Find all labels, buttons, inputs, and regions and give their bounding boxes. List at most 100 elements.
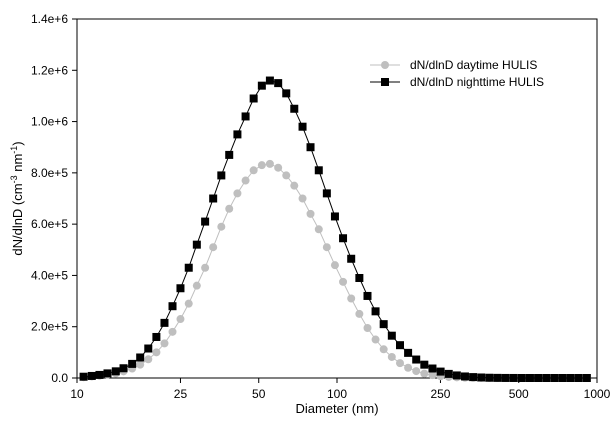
data-point xyxy=(249,166,258,175)
data-point xyxy=(582,374,591,382)
data-point xyxy=(233,189,242,198)
x-tick-label: 50 xyxy=(252,387,266,401)
x-axis: 10 25 50 100 250 500 1000 xyxy=(70,378,611,401)
x-tick-label: 25 xyxy=(174,387,188,401)
data-point xyxy=(379,345,388,354)
x-tick-label: 1000 xyxy=(584,387,611,401)
y-tick-label: 8.0e+5 xyxy=(31,166,68,180)
data-point xyxy=(298,194,307,203)
data-point xyxy=(347,254,356,263)
legend-marker xyxy=(381,78,389,86)
x-tick-label: 250 xyxy=(430,387,450,401)
data-point xyxy=(460,372,469,381)
data-point xyxy=(192,281,201,290)
data-point xyxy=(420,360,429,369)
data-point xyxy=(550,374,559,382)
data-point xyxy=(436,367,445,376)
data-point xyxy=(525,374,534,382)
data-point xyxy=(265,76,274,85)
data-point xyxy=(355,309,364,318)
legend: dN/dlnD daytime HULIS dN/dlnD nighttime H… xyxy=(370,58,544,89)
data-point xyxy=(404,348,413,357)
data-point xyxy=(192,240,201,249)
data-point xyxy=(111,367,120,376)
data-point xyxy=(136,353,145,362)
data-point xyxy=(566,374,575,382)
data-point xyxy=(477,373,486,382)
legend-marker xyxy=(381,61,389,69)
data-point xyxy=(184,263,193,272)
data-point xyxy=(144,355,153,364)
data-point xyxy=(201,263,210,272)
y-axis-title-mid: nm xyxy=(10,154,25,176)
data-point xyxy=(371,335,380,344)
data-point xyxy=(217,171,226,180)
data-point xyxy=(241,176,250,185)
data-point xyxy=(534,374,543,382)
data-point xyxy=(306,209,315,218)
data-point xyxy=(517,374,526,382)
data-point xyxy=(152,332,161,341)
data-point xyxy=(306,143,315,152)
data-point xyxy=(95,370,104,379)
y-axis-title-sup1: -3 xyxy=(9,175,19,183)
data-point xyxy=(79,372,88,381)
data-point xyxy=(176,284,185,293)
series-layer xyxy=(79,76,591,382)
data-point xyxy=(363,291,372,300)
data-point xyxy=(201,217,210,226)
data-point xyxy=(209,243,218,252)
data-point xyxy=(501,373,510,382)
y-axis-title-base: dN/dlnD (cm xyxy=(10,183,25,255)
data-point xyxy=(184,299,193,308)
data-point xyxy=(452,371,461,380)
data-point xyxy=(379,320,388,329)
data-point xyxy=(509,373,518,382)
data-point xyxy=(371,307,380,316)
data-point xyxy=(339,234,348,243)
data-point xyxy=(412,367,421,376)
data-point xyxy=(469,373,478,382)
x-tick-label: 10 xyxy=(70,387,84,401)
data-point xyxy=(314,166,323,175)
data-point xyxy=(298,122,307,131)
data-point xyxy=(119,364,128,373)
x-tick-label: 500 xyxy=(509,387,529,401)
data-point xyxy=(493,373,502,382)
data-point xyxy=(428,371,437,380)
data-point xyxy=(233,130,242,139)
y-tick-label: 1.0e+6 xyxy=(31,115,68,129)
y-tick-label: 6.0e+5 xyxy=(31,217,68,231)
data-point xyxy=(314,225,323,234)
y-axis-title: dN/dlnD (cm-3 nm-1) xyxy=(9,141,25,255)
data-point xyxy=(160,318,169,327)
data-point xyxy=(395,359,404,368)
data-point xyxy=(558,374,567,382)
data-point xyxy=(160,339,169,348)
y-tick-label: 1.2e+6 xyxy=(31,63,68,77)
y-tick-label: 4.0e+5 xyxy=(31,268,68,282)
data-point xyxy=(444,369,453,378)
data-point xyxy=(241,112,250,121)
legend-item: dN/dlnD daytime HULIS xyxy=(370,58,537,72)
data-point xyxy=(128,359,137,368)
data-point xyxy=(282,171,291,180)
data-point xyxy=(274,163,283,172)
y-tick-label: 0.0 xyxy=(51,371,68,385)
series-nighttime xyxy=(79,76,591,382)
data-point xyxy=(282,89,291,98)
legend-label: dN/dlnD nighttime HULIS xyxy=(410,75,544,89)
data-point xyxy=(322,189,331,198)
data-point xyxy=(168,302,177,311)
data-point xyxy=(428,364,437,373)
data-point xyxy=(395,341,404,350)
data-point xyxy=(387,331,396,340)
data-point xyxy=(574,374,583,382)
data-point xyxy=(249,94,258,103)
data-point xyxy=(542,374,551,382)
data-point xyxy=(322,243,331,252)
data-point xyxy=(274,79,283,88)
data-point xyxy=(103,369,112,378)
data-point xyxy=(265,159,274,168)
